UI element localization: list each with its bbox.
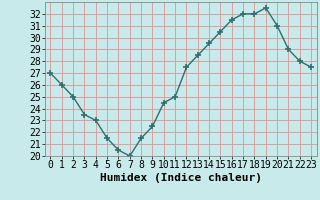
X-axis label: Humidex (Indice chaleur): Humidex (Indice chaleur) [100, 173, 262, 183]
